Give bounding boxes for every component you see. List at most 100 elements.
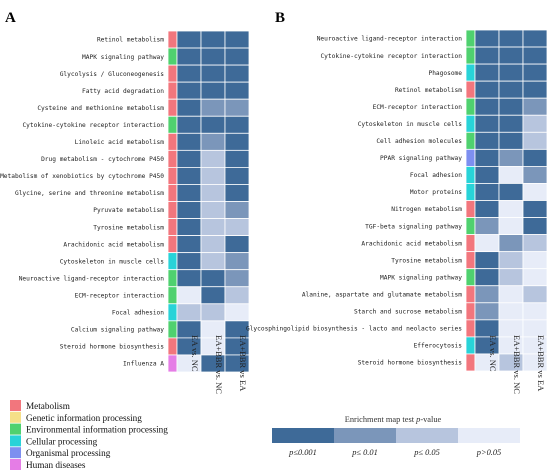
heatmap-cell [522, 183, 548, 201]
row-label: Phagosome [428, 70, 462, 77]
row-label: Focal adhesion [410, 172, 462, 179]
legend-label: Organismal processing [26, 448, 111, 458]
legend-swatch [10, 435, 21, 447]
row-label: Cytokine-cytokine receptor interaction [22, 122, 164, 129]
heatmap-cell [200, 252, 226, 271]
row-label: Arachidonic acid metabolism [63, 241, 164, 248]
heatmap-cell [176, 166, 202, 185]
category-cell [167, 218, 178, 237]
heatmap-cell [224, 149, 250, 168]
legend-swatch [10, 423, 21, 435]
heatmap-cell [474, 46, 500, 65]
heatmap-cell [176, 184, 202, 202]
legend-swatch [10, 459, 21, 470]
legend-label: Metabolism [26, 401, 70, 411]
column-label: EA+BBR vs. NC [512, 335, 522, 394]
row-label: Pyruvate metabolism [93, 207, 164, 214]
heatmap-cell [176, 252, 202, 271]
heatmap-cell [522, 268, 548, 287]
row-label: Steroid hormone biosynthesis [60, 344, 165, 351]
row-label: Cytokine-cytokine receptor interaction [320, 53, 462, 60]
heatmap-cell [498, 148, 524, 167]
heatmap-cell [200, 184, 226, 202]
category-cell [167, 286, 178, 305]
panel-letter: B [275, 10, 285, 26]
category-cell [465, 63, 476, 82]
heatmap-cell [176, 269, 202, 288]
column-label: EA vs. NC [488, 335, 498, 372]
heatmap-cell [522, 165, 548, 184]
row-label: Retinol metabolism [97, 37, 164, 44]
legend-swatch [10, 411, 21, 423]
heatmap-cell [176, 286, 202, 305]
heatmap-cell [200, 149, 226, 168]
category-cell [465, 46, 476, 65]
category-cell [167, 47, 178, 66]
heatmap-cell [200, 47, 226, 66]
heatmap-cell [522, 200, 548, 218]
heatmap-cell [200, 218, 226, 237]
heatmap-cell [200, 166, 226, 185]
heatmap-cell [176, 115, 202, 134]
heatmap-cell [224, 269, 250, 288]
heatmap-cell [474, 114, 500, 133]
heatmap-cell [498, 80, 524, 99]
row-label: ECM-receptor interaction [373, 104, 463, 111]
heatmap-panel-a: A Retinol metabolism MAPK signaling pathwa… [0, 10, 250, 394]
row-label: MAPK signaling pathway [82, 54, 164, 61]
legend-label: Human diseases [26, 460, 86, 470]
row-label: TGF-beta signaling pathway [365, 223, 462, 230]
scale-label: p>0.05 [476, 448, 502, 457]
heatmap-cell [474, 200, 500, 218]
category-cell [167, 184, 178, 202]
heatmap-cell [176, 81, 202, 100]
row-label: Cell adhesion molecules [376, 138, 462, 145]
column-label: EA+BBR vs. NC [214, 335, 224, 394]
category-cell [465, 114, 476, 133]
heatmap-cell [176, 149, 202, 168]
heatmap-cell [224, 64, 250, 83]
category-cell [465, 97, 476, 116]
scale-swatch [334, 428, 396, 443]
heatmap-cell [522, 285, 548, 304]
category-cell [465, 29, 476, 48]
row-label: Tyrosine metabolism [391, 257, 462, 264]
heatmap-cell [224, 132, 250, 151]
column-label: EA+BBR vs EA [238, 335, 248, 392]
heatmap-cell [200, 269, 226, 288]
row-label: Glycosphingolipid biosynthesis - lacto a… [246, 326, 462, 333]
heatmap-cell [224, 286, 250, 305]
heatmap-cell [522, 80, 548, 99]
heatmap-cell [200, 64, 226, 83]
heatmap-cell [522, 46, 548, 65]
scale-swatch [396, 428, 458, 443]
heatmap-cell [474, 97, 500, 116]
heatmap-cell [176, 235, 202, 254]
heatmap-cell [522, 97, 548, 116]
heatmap-cell [474, 217, 500, 236]
heatmap-cell [474, 165, 500, 184]
row-label: Tyrosine metabolism [93, 224, 164, 231]
category-cell [465, 251, 476, 270]
heatmap-cell [498, 268, 524, 287]
category-cell [465, 353, 476, 372]
heatmap-cell [498, 114, 524, 133]
heatmap-cell [176, 303, 202, 322]
heatmap-cell [522, 251, 548, 270]
heatmap-cell [474, 285, 500, 304]
row-label: MAPK signaling pathway [380, 274, 462, 281]
heatmap-cell [224, 252, 250, 271]
heatmap-cell [522, 302, 548, 321]
heatmap-cell [498, 200, 524, 218]
heatmap-cell [224, 30, 250, 49]
panel-letter: A [5, 10, 16, 26]
scale-title-suffix: -value [420, 415, 441, 424]
heatmap-cell [224, 47, 250, 66]
row-label: Arachidonic acid metabolism [361, 240, 462, 247]
row-label: Glycolysis / Gluconeogenesis [60, 71, 165, 78]
pvalue-scale: Enrichment map test p-value p≤0.001 p≤ 0.0… [272, 415, 520, 457]
heatmap-cell [474, 183, 500, 201]
heatmap-cell [522, 114, 548, 133]
category-cell [167, 252, 178, 271]
heatmap-cell [498, 63, 524, 82]
